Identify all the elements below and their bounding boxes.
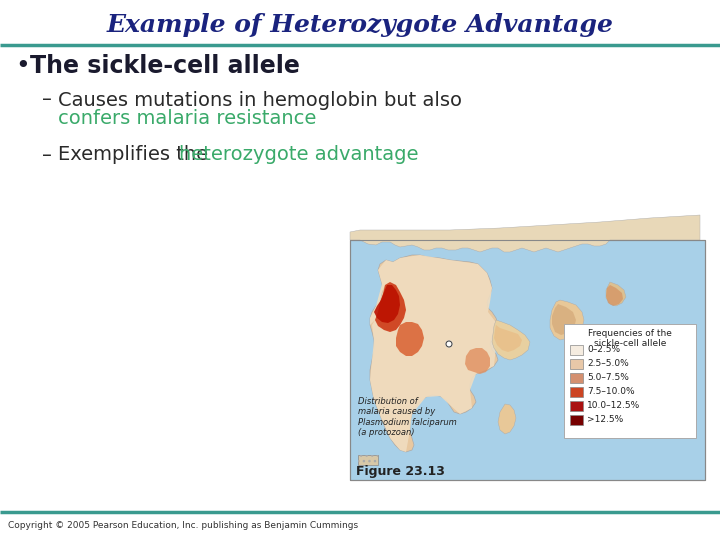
Polygon shape — [606, 285, 623, 306]
Text: –: – — [42, 145, 52, 165]
Bar — [570, 387, 583, 397]
Text: 10.0–12.5%: 10.0–12.5% — [587, 402, 640, 410]
Bar — [570, 373, 583, 383]
Text: Exemplifies the: Exemplifies the — [58, 145, 215, 165]
Polygon shape — [606, 282, 626, 306]
Text: •: • — [15, 54, 30, 78]
Text: Copyright © 2005 Pearson Education, Inc. publishing as Benjamin Cummings: Copyright © 2005 Pearson Education, Inc.… — [8, 522, 358, 530]
Bar — [570, 415, 583, 425]
Text: 0–2.5%: 0–2.5% — [587, 346, 620, 354]
Polygon shape — [494, 325, 522, 352]
Bar — [358, 455, 378, 465]
Polygon shape — [375, 282, 406, 332]
FancyBboxPatch shape — [564, 324, 696, 438]
Polygon shape — [465, 348, 490, 374]
Polygon shape — [492, 320, 530, 360]
Text: 7.5–10.0%: 7.5–10.0% — [587, 388, 634, 396]
Text: heterozygote advantage: heterozygote advantage — [179, 145, 418, 165]
Polygon shape — [370, 255, 498, 452]
Bar — [570, 401, 583, 411]
Polygon shape — [498, 404, 516, 434]
Bar — [570, 359, 583, 369]
Polygon shape — [374, 285, 400, 323]
Text: –: – — [42, 91, 52, 110]
Polygon shape — [370, 255, 498, 452]
Bar — [350, 240, 705, 480]
Text: Figure 23.13: Figure 23.13 — [356, 465, 445, 478]
Text: >12.5%: >12.5% — [587, 415, 624, 424]
Polygon shape — [396, 322, 424, 356]
Text: Causes mutations in hemoglobin but also: Causes mutations in hemoglobin but also — [58, 91, 462, 110]
Text: The sickle-cell allele: The sickle-cell allele — [30, 54, 300, 78]
Text: Example of Heterozygote Advantage: Example of Heterozygote Advantage — [107, 13, 613, 37]
Circle shape — [446, 341, 452, 347]
Text: 2.5–5.0%: 2.5–5.0% — [587, 360, 629, 368]
Bar — [358, 455, 378, 465]
Text: Frequencies of the
sickle-cell allele: Frequencies of the sickle-cell allele — [588, 329, 672, 348]
Text: Distribution of
malaria caused by
Plasmodium falciparum
(a protozoan): Distribution of malaria caused by Plasmo… — [358, 397, 456, 437]
Polygon shape — [552, 304, 576, 335]
Polygon shape — [350, 215, 700, 252]
Bar — [570, 345, 583, 355]
Polygon shape — [550, 300, 584, 340]
Text: 5.0–7.5%: 5.0–7.5% — [587, 374, 629, 382]
Bar — [350, 240, 705, 480]
Text: confers malaria resistance: confers malaria resistance — [58, 110, 316, 129]
